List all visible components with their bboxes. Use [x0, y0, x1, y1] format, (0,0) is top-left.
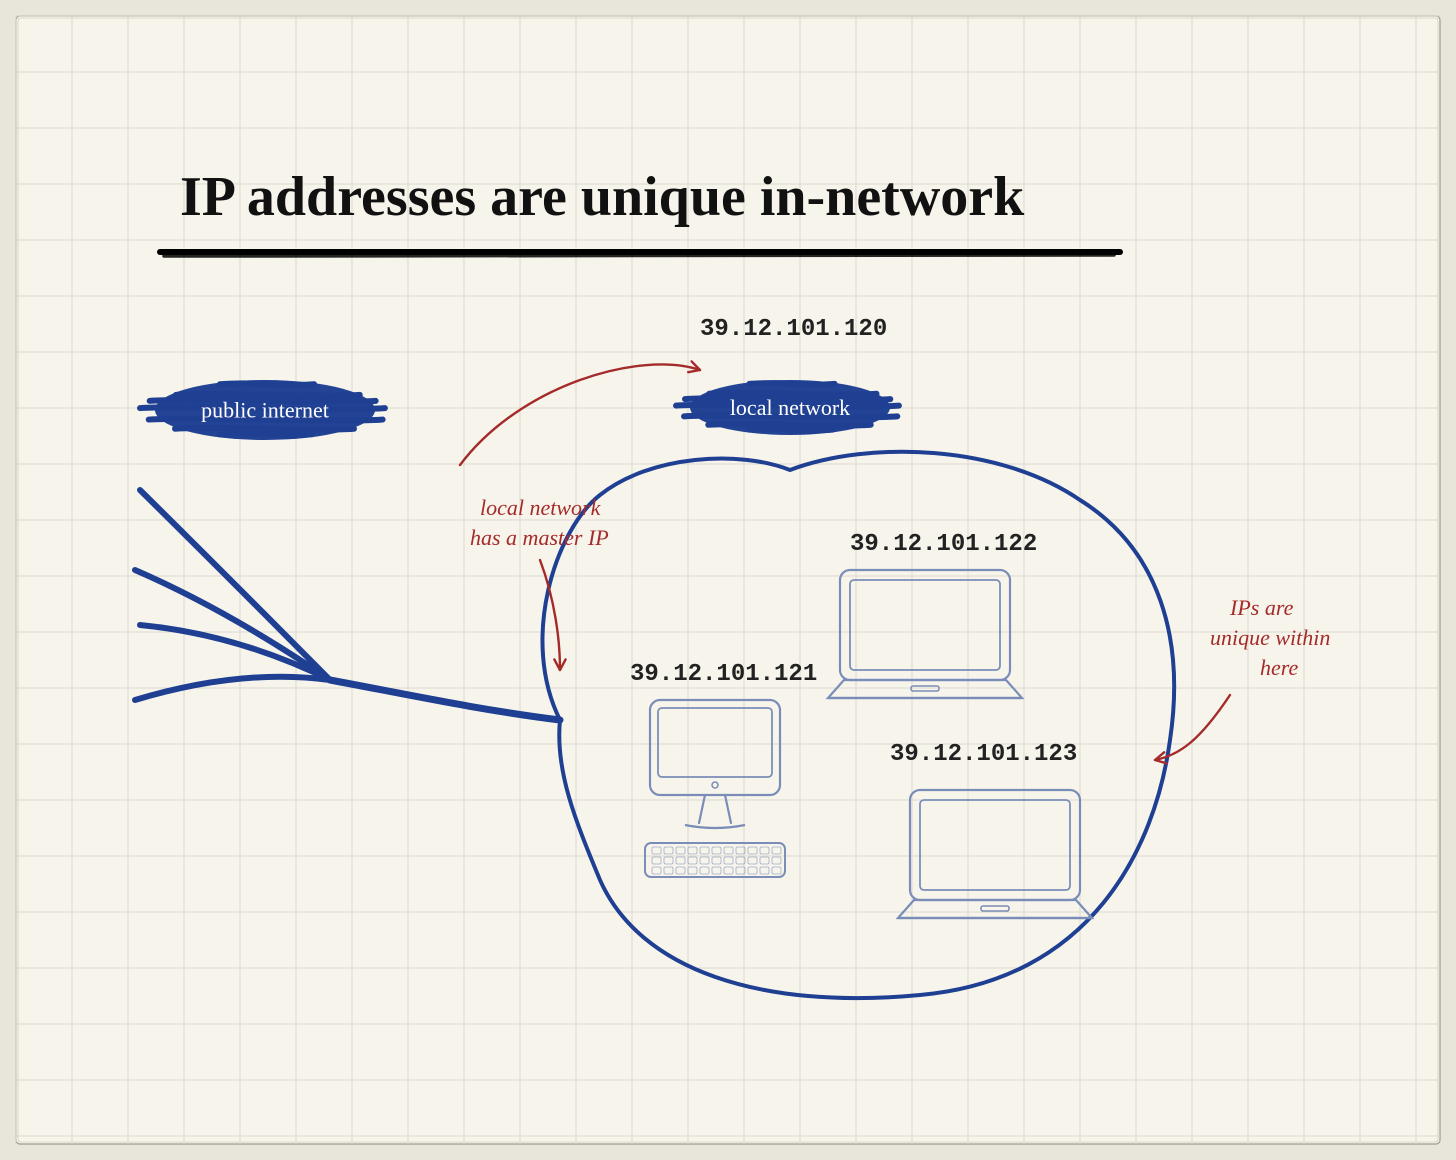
ip-label-ip-laptop2: 39.12.101.123	[890, 741, 1077, 768]
annotation-text-unique-note: here	[1260, 655, 1299, 680]
cloud-label-local-network: local network	[730, 395, 850, 420]
ip-label-ip-master: 39.12.101.120	[700, 316, 887, 343]
ip-label-ip-laptop1: 39.12.101.122	[850, 531, 1037, 558]
cloud-label-public-internet: public internet	[201, 398, 329, 423]
annotation-text-master-ip-note: local network	[480, 495, 602, 520]
annotation-text-unique-note: IPs are	[1229, 595, 1294, 620]
diagram-title: IP addresses are unique in-network	[180, 166, 1025, 228]
diagram-root: IP addresses are unique in-network public…	[0, 0, 1456, 1160]
annotation-text-unique-note: unique within	[1210, 625, 1330, 650]
diagram-svg: IP addresses are unique in-network public…	[0, 0, 1456, 1160]
ip-label-ip-pc: 39.12.101.121	[630, 661, 817, 688]
annotation-text-master-ip-note: has a master IP	[470, 525, 609, 550]
